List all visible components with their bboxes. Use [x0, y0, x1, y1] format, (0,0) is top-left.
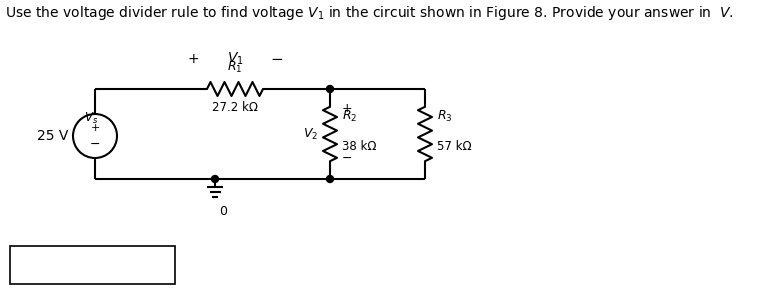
Circle shape — [327, 86, 334, 93]
Text: +: + — [90, 123, 100, 133]
Text: −: − — [90, 138, 100, 151]
Text: −: − — [342, 151, 353, 165]
Text: Use the voltage divider rule to find voltage $V_1$ in the circuit shown in Figur: Use the voltage divider rule to find vol… — [5, 4, 734, 22]
Text: 0: 0 — [219, 205, 227, 218]
Text: $R_3$: $R_3$ — [437, 109, 452, 124]
Text: $R_2$: $R_2$ — [342, 109, 357, 124]
Text: 25 V: 25 V — [36, 129, 68, 143]
Text: +: + — [342, 101, 353, 114]
FancyBboxPatch shape — [10, 246, 175, 284]
Text: −: − — [271, 51, 283, 66]
Circle shape — [327, 176, 334, 183]
Text: $R_1$: $R_1$ — [227, 60, 242, 75]
Text: $V_1$: $V_1$ — [226, 51, 243, 67]
Text: $V_s$: $V_s$ — [84, 111, 98, 126]
Text: $V_2$: $V_2$ — [302, 126, 318, 141]
Circle shape — [211, 176, 219, 183]
Text: +: + — [187, 52, 199, 66]
Text: 27.2 kΩ: 27.2 kΩ — [212, 101, 258, 114]
Text: 57 kΩ: 57 kΩ — [437, 140, 472, 153]
Text: 38 kΩ: 38 kΩ — [342, 140, 376, 153]
